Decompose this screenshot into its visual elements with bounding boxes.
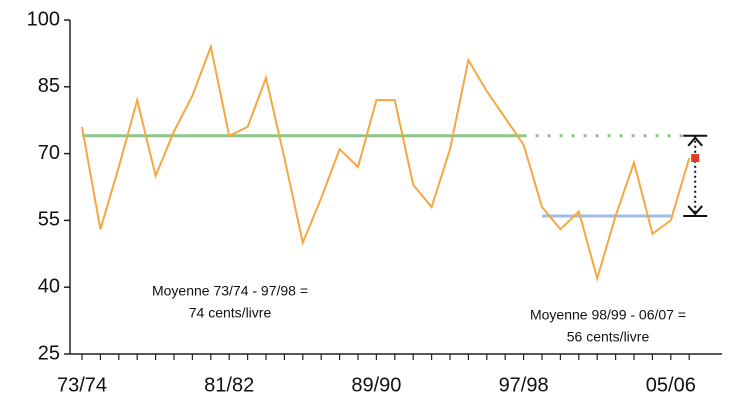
current-point — [691, 154, 700, 163]
x-tick-label: 73/74 — [57, 374, 107, 396]
y-tick-label: 85 — [38, 75, 60, 97]
gap-arrow — [687, 205, 703, 216]
x-tick-label: 97/98 — [499, 374, 549, 396]
x-tick-label: 81/82 — [204, 374, 254, 396]
annotation: 74 cents/livre — [189, 305, 272, 321]
y-tick-label: 40 — [38, 275, 60, 297]
y-tick-label: 25 — [38, 342, 60, 364]
y-tick-label: 70 — [38, 142, 60, 164]
x-tick-label: 05/06 — [646, 374, 696, 396]
x-tick-label: 89/90 — [351, 374, 401, 396]
series-line — [81, 43, 691, 282]
gap-arrow — [687, 136, 703, 147]
y-tick-label: 55 — [38, 209, 60, 231]
annotation: Moyenne 73/74 - 97/98 = — [152, 283, 308, 299]
annotation: Moyenne 98/99 - 06/07 = — [530, 307, 686, 323]
annotation: 56 cents/livre — [567, 329, 650, 345]
y-tick-label: 100 — [27, 8, 60, 30]
